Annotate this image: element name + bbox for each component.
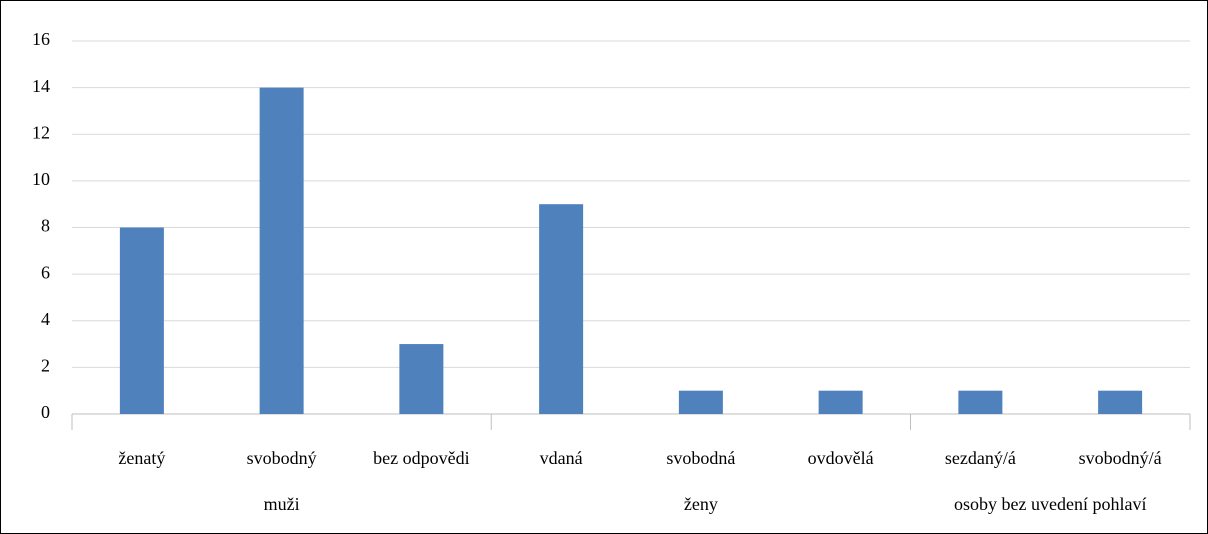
- bar: [539, 204, 584, 414]
- x-tick-label: ovdovělá: [808, 448, 874, 468]
- group-label: muži: [264, 494, 300, 514]
- y-tick-label: 10: [32, 169, 50, 189]
- bar: [958, 390, 1003, 414]
- group-label: osoby bez uvedení pohlaví: [954, 494, 1146, 514]
- x-tick-label: sezdaný/á: [945, 448, 1016, 468]
- y-tick-label: 0: [41, 402, 50, 422]
- x-tick-label: vdaná: [540, 448, 583, 468]
- y-tick-label: 8: [41, 216, 50, 236]
- x-tick-label: ženatý: [118, 448, 165, 468]
- bar: [119, 227, 164, 414]
- x-tick-label: svobodná: [666, 448, 735, 468]
- bar: [1098, 390, 1143, 414]
- y-tick-label: 12: [32, 122, 50, 142]
- y-tick-label: 6: [41, 262, 50, 282]
- x-tick-label: svobodný: [247, 448, 317, 468]
- x-tick-label: bez odpovědi: [373, 448, 469, 468]
- bar: [818, 390, 863, 414]
- x-tick-label: svobodný/á: [1079, 448, 1162, 468]
- bar: [678, 390, 723, 414]
- y-tick-label: 4: [41, 309, 50, 329]
- bar: [399, 344, 444, 414]
- y-tick-label: 16: [32, 29, 50, 49]
- group-label: ženy: [684, 494, 718, 514]
- bar: [259, 87, 304, 414]
- y-tick-label: 2: [41, 356, 50, 376]
- y-tick-label: 14: [32, 76, 50, 96]
